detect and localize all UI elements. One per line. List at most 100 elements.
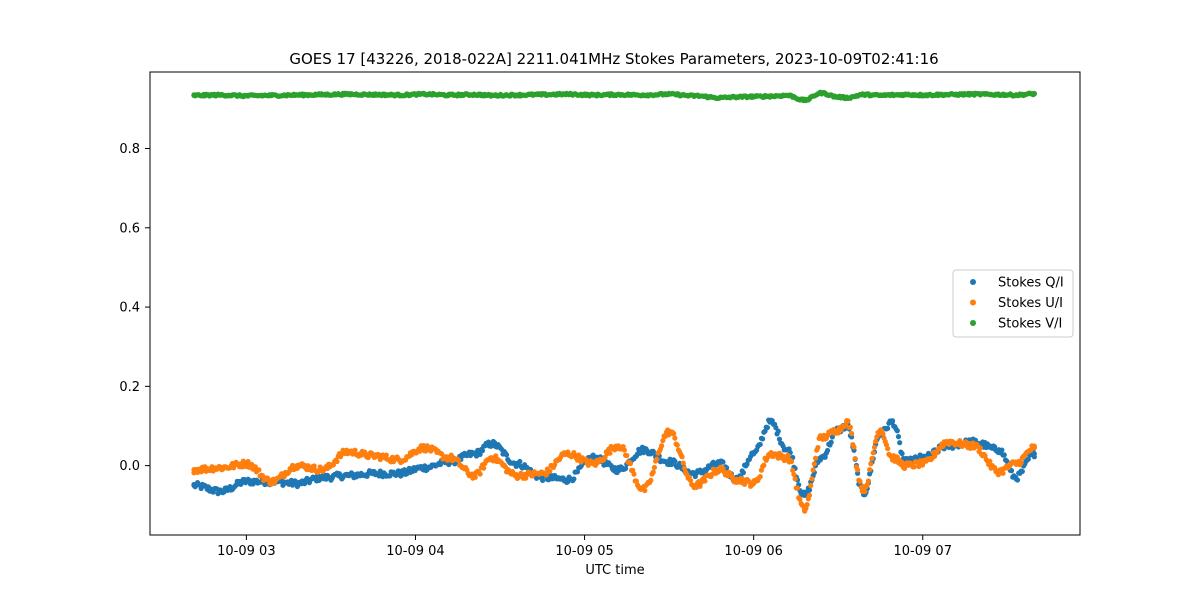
x-tick-label: 10-09 03 xyxy=(217,544,275,559)
y-tick-label: 0.2 xyxy=(119,380,140,395)
data-point xyxy=(829,434,835,440)
data-point xyxy=(245,458,251,465)
data-point xyxy=(855,467,861,473)
data-point xyxy=(481,465,487,471)
data-point xyxy=(806,487,813,493)
data-point xyxy=(885,445,891,452)
data-point xyxy=(720,459,726,465)
data-point xyxy=(671,431,677,437)
data-point xyxy=(862,488,868,495)
data-point xyxy=(869,455,875,462)
data-point xyxy=(790,467,796,473)
data-point xyxy=(687,477,694,484)
plot-frame xyxy=(149,71,1081,536)
data-point xyxy=(455,457,462,463)
data-point xyxy=(642,487,648,494)
data-point xyxy=(294,483,300,490)
data-point xyxy=(672,435,678,441)
series-layer xyxy=(191,89,1037,514)
data-point xyxy=(648,477,654,483)
data-point xyxy=(901,465,908,472)
data-point xyxy=(760,436,766,442)
data-point xyxy=(812,455,819,461)
x-axis-label: UTC time xyxy=(585,563,644,578)
data-point xyxy=(845,418,851,424)
x-tick-label: 10-09 04 xyxy=(386,544,444,559)
y-tick-label: 0.8 xyxy=(119,142,140,157)
legend-marker xyxy=(970,299,976,306)
data-point xyxy=(871,444,878,450)
data-point xyxy=(824,447,831,454)
data-point xyxy=(764,424,771,431)
data-point xyxy=(791,471,797,478)
legend-label: Stokes U/I xyxy=(998,296,1063,311)
data-point xyxy=(503,452,510,458)
data-point xyxy=(792,476,798,482)
data-point xyxy=(477,451,483,458)
data-point xyxy=(894,428,900,434)
data-point xyxy=(362,449,368,455)
x-tick-label: 10-09 06 xyxy=(724,544,782,559)
data-point xyxy=(479,448,486,454)
data-point xyxy=(806,492,813,498)
data-point xyxy=(851,444,857,450)
data-point xyxy=(1004,458,1010,464)
data-point xyxy=(788,458,795,465)
chart-title: GOES 17 [43226, 2018-022A] 2211.041MHz S… xyxy=(289,50,938,68)
data-point xyxy=(631,471,637,477)
data-point xyxy=(240,458,246,464)
data-point xyxy=(870,450,876,456)
data-point xyxy=(622,465,629,472)
x-tick-label: 10-09 05 xyxy=(555,544,613,559)
data-point xyxy=(681,465,688,471)
data-point xyxy=(1025,456,1031,462)
data-point xyxy=(1014,477,1021,483)
data-point xyxy=(627,460,633,467)
data-point xyxy=(552,462,558,468)
data-point xyxy=(1031,90,1037,97)
data-point xyxy=(810,467,816,473)
data-point xyxy=(761,462,767,468)
data-point xyxy=(1018,460,1024,466)
data-point xyxy=(775,428,781,434)
data-point xyxy=(547,468,553,474)
data-point xyxy=(1000,470,1006,476)
data-point xyxy=(740,470,746,476)
legend-label: Stokes Q/I xyxy=(998,276,1064,291)
x-tick-label: 10-09 07 xyxy=(894,544,952,559)
data-point xyxy=(1019,468,1025,475)
data-point xyxy=(809,476,815,482)
data-point xyxy=(794,485,801,491)
data-point xyxy=(885,425,891,432)
legend-box xyxy=(952,269,1074,338)
data-point xyxy=(659,443,665,449)
data-point xyxy=(744,461,750,467)
data-point xyxy=(472,474,478,480)
series-stokes-v-i xyxy=(191,89,1037,104)
data-point xyxy=(999,447,1005,453)
series-stokes-u-i xyxy=(191,417,1037,514)
y-axis: 0.0 0.2 0.4 0.6 0.8 xyxy=(119,142,150,474)
data-point xyxy=(576,452,582,458)
legend: Stokes Q/I Stokes U/I Stokes V/I xyxy=(952,269,1074,338)
data-point xyxy=(987,458,993,464)
data-point xyxy=(651,464,658,471)
data-point xyxy=(868,461,874,467)
data-point xyxy=(650,469,656,475)
data-point xyxy=(776,436,783,442)
data-point xyxy=(517,458,523,465)
data-point xyxy=(847,424,853,430)
data-point xyxy=(797,496,803,503)
data-point xyxy=(897,440,903,446)
data-point xyxy=(815,444,821,451)
data-point xyxy=(873,438,879,445)
legend-marker xyxy=(970,320,976,326)
data-point xyxy=(911,464,917,470)
data-point xyxy=(849,430,855,437)
data-point xyxy=(865,478,872,484)
data-point xyxy=(680,460,686,466)
data-point xyxy=(992,465,998,471)
data-point xyxy=(654,456,660,462)
data-point xyxy=(1028,447,1034,453)
